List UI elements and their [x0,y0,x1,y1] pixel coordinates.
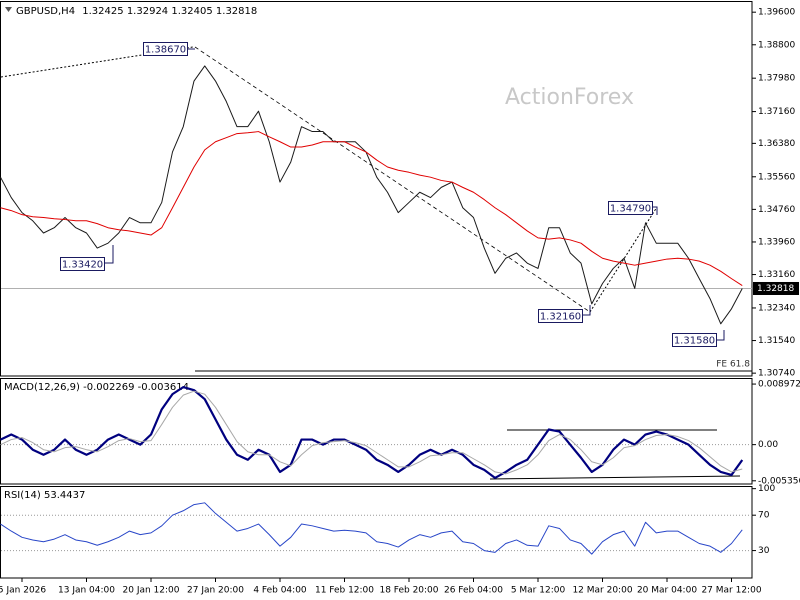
x-tick-label: 13 Jan 04:00 [58,586,115,596]
y-tick-label: 70 [758,511,770,521]
annotation-label: 1.38670 [145,45,186,56]
annotation-label: 1.32160 [540,312,581,323]
x-tick-label: 27 Jan 20:00 [187,586,244,596]
macd-trend-line [489,475,741,480]
rsi-header: RSI(14) 53.4437 [4,490,85,501]
y-tick-label: 100 [758,484,775,494]
rsi-panel [0,486,753,579]
y-tick-label: -0.005356 [758,476,800,486]
watermark: ActionForex [505,85,634,110]
x-tick-label: 20 Mar 04:00 [637,586,697,596]
y-tick-label: 30 [758,546,770,556]
close: 1.32818 [216,6,257,17]
series-line [0,386,744,480]
annotation-label: 1.34790 [610,204,651,215]
annotation-label: 1.31580 [674,336,715,347]
y-tick-label: 1.33960 [758,237,795,247]
series-line [0,390,743,475]
rsi-title: RSI(14) [4,490,41,501]
signal-value: -0.003614 [138,382,189,393]
low: 1.32405 [171,6,212,17]
high: 1.32924 [127,6,168,17]
annotation-connector [652,206,658,215]
x-tick-label: 11 Feb 12:00 [315,586,374,596]
series-line [0,502,743,555]
y-tick-label: 1.34760 [758,205,795,215]
menu-icon [5,7,12,12]
x-tick-label: 27 Mar 12:00 [701,586,761,596]
annotation-connector [104,245,114,264]
last-price-label: 1.32818 [757,284,794,294]
y-tick-label: 1.32340 [758,303,795,313]
price-header: GBPUSD,H4 1.32425 1.32924 1.32405 1.3281… [16,6,257,17]
trend-line [589,206,658,313]
y-tick-label: 1.36380 [758,139,795,149]
annotation-connector [716,330,725,341]
x-tick-label: 26 Feb 04:00 [444,586,503,596]
y-tick-label: 1.39600 [758,8,795,18]
x-tick-label: 12 Mar 20:00 [572,586,632,596]
price-panel [0,1,753,377]
y-tick-label: 0.008972 [758,380,800,390]
x-tick-label: 18 Feb 20:00 [379,586,438,596]
series-line [0,131,743,286]
y-tick-label: 1.35560 [758,172,795,182]
x-tick-label: 20 Jan 12:00 [123,586,180,596]
y-tick-label: 1.38800 [758,40,795,50]
y-tick-label: 1.37160 [758,107,795,117]
y-tick-label: 1.37980 [758,74,795,84]
rsi-value: 53.4437 [44,490,85,501]
macd-header: MACD(12,26,9) -0.002269 -0.003614 [4,382,189,393]
macd-value: -0.002269 [83,382,134,393]
y-tick-label: 1.30740 [758,369,795,379]
symbol: GBPUSD,H4 [16,6,75,17]
x-tick-label: 5 Jan 2026 [0,586,46,596]
y-tick-label: 1.33160 [758,270,795,280]
last-price-box [753,281,799,295]
macd-title: MACD(12,26,9) [4,382,80,393]
annotation-box [60,257,105,271]
annotation-box [143,42,188,56]
annotation-box [608,201,653,215]
annotation-connector [582,305,591,316]
trend-line [194,46,591,313]
annotation-box [538,309,583,323]
annotation-box [672,333,717,347]
y-tick-label: 1.31540 [758,336,795,346]
x-tick-label: 4 Feb 04:00 [253,586,307,596]
series-line [0,65,743,325]
open: 1.32425 [82,6,123,17]
y-tick-label: 0.00 [758,440,778,450]
annotation-label: 1.33420 [62,260,103,271]
macd-panel [0,378,753,485]
x-tick-label: 5 Mar 12:00 [511,586,566,596]
fe-label: FE 61.8 [716,360,750,370]
